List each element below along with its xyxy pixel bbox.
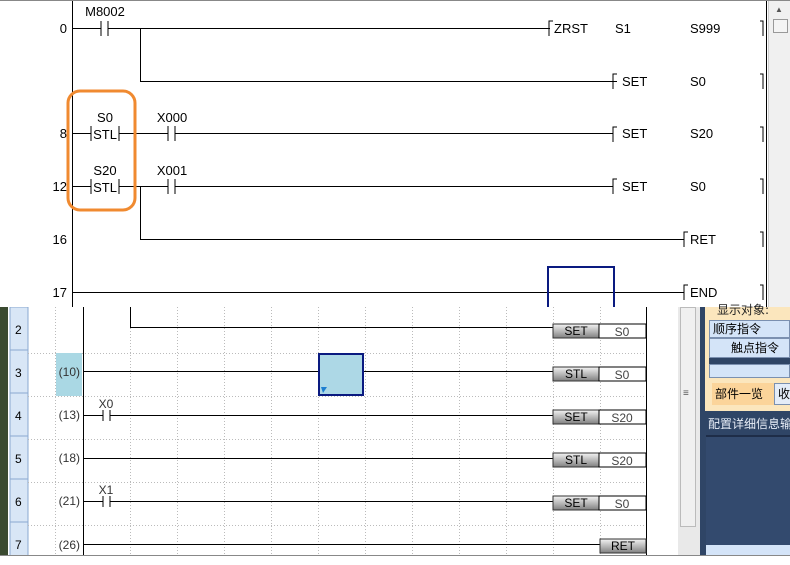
- contact-label: X1: [99, 483, 114, 497]
- instruction[interactable]: SET: [622, 74, 647, 89]
- bottom-ladder-editor[interactable]: 2 3 4 5 6 7 SET S0 STL S0 SET S20 STL S20 SET S0 RET (1…: [0, 303, 790, 565]
- step-number: 0: [60, 21, 67, 36]
- instruction[interactable]: END: [690, 285, 717, 300]
- instruction-block[interactable]: STL S0: [552, 366, 647, 382]
- row-header[interactable]: 5: [9, 435, 29, 480]
- row-header[interactable]: 2: [9, 307, 29, 351]
- cursor-box: [547, 266, 615, 308]
- row-header[interactable]: 4: [9, 392, 29, 437]
- step-number: 12: [53, 179, 67, 194]
- instruction-name: STL: [565, 367, 587, 381]
- row-number: 7: [15, 538, 22, 552]
- instruction[interactable]: RET: [690, 232, 716, 247]
- row-number: 2: [15, 323, 22, 337]
- stl-device: S20: [93, 163, 116, 178]
- background-strip: [0, 307, 8, 564]
- detail-panel-title: 配置详细信息输入: [708, 417, 790, 431]
- tab-parts-list[interactable]: 部件一览: [712, 383, 775, 405]
- tree-item[interactable]: 触点指令: [709, 338, 790, 358]
- scroll-grip-icon[interactable]: ≡: [683, 388, 689, 399]
- stl-contact[interactable]: STL: [93, 127, 117, 142]
- instruction[interactable]: SET: [622, 126, 647, 141]
- instruction-block[interactable]: RET: [599, 538, 647, 554]
- operand: S20: [690, 126, 713, 141]
- tree-item[interactable]: 顺序指令: [709, 320, 790, 338]
- row-header[interactable]: 3: [9, 349, 29, 394]
- operand: S1: [615, 21, 631, 36]
- scrollbar-thumb[interactable]: [773, 19, 788, 33]
- instruction-name: SET: [564, 410, 588, 424]
- instruction-operand: S0: [615, 325, 630, 339]
- instruction-block[interactable]: SET S0: [552, 495, 647, 511]
- instruction-operand: S20: [611, 454, 633, 468]
- operand: S0: [690, 179, 706, 194]
- cursor-marker-icon: [321, 387, 327, 393]
- instruction-name: STL: [565, 453, 587, 467]
- ladder-diagram-bottom[interactable]: 2 3 4 5 6 7 SET S0 STL S0 SET S20 STL S20 SET S0 RET (1…: [0, 307, 700, 564]
- instruction-name: SET: [564, 496, 588, 510]
- instruction-block[interactable]: SET S0: [552, 323, 647, 339]
- step-number: (21): [59, 494, 80, 508]
- panel-header: 显示对象:: [717, 303, 770, 317]
- step-number: (13): [59, 408, 80, 422]
- step-number: (26): [59, 538, 80, 552]
- instruction-block[interactable]: STL S20: [552, 452, 647, 468]
- contact-label: X000: [157, 110, 187, 125]
- step-number: (10): [59, 365, 80, 379]
- tab-favorites[interactable]: 收藏: [774, 383, 790, 405]
- vertical-scrollbar[interactable]: ▲: [768, 1, 790, 308]
- top-ladder-editor[interactable]: 0 8 12 16 17 M8002 S0 STL X000 S20 STL X…: [0, 0, 790, 308]
- cell-cursor: [318, 353, 364, 396]
- step-number: 17: [53, 285, 67, 300]
- instruction-name: RET: [611, 539, 636, 553]
- instruction-block[interactable]: SET S20: [552, 409, 647, 425]
- rung-0-wires: [72, 21, 617, 82]
- contact-label: X0: [99, 397, 114, 411]
- navigation-pane: 显示对象: 顺序指令 触点指令 部件一览 收藏: [705, 303, 790, 411]
- step-number: 8: [60, 126, 67, 141]
- contact-label: M8002: [85, 4, 125, 19]
- vertical-scrollbar[interactable]: ≡: [680, 307, 696, 527]
- stl-contact[interactable]: STL: [93, 180, 117, 195]
- row-header[interactable]: 7: [9, 521, 29, 564]
- operand: S999: [690, 21, 720, 36]
- row-number: 4: [15, 409, 22, 423]
- row-number: 5: [15, 452, 22, 466]
- selected-step-cell: [56, 353, 82, 396]
- instruction[interactable]: SET: [622, 179, 647, 194]
- side-panel: 显示对象: 顺序指令 触点指令 部件一览 收藏 配置详细信息输入: [700, 303, 790, 557]
- step-number: (18): [59, 451, 80, 465]
- contact-label: X001: [157, 163, 187, 178]
- detail-panel-content: [706, 435, 790, 547]
- step-number: 16: [53, 232, 67, 247]
- operand: S0: [690, 74, 706, 89]
- ladder-diagram-top[interactable]: 0 8 12 16 17 M8002 S0 STL X000 S20 STL X…: [0, 1, 790, 308]
- instruction-operand: S0: [615, 368, 630, 382]
- scroll-up-arrow-icon[interactable]: ▲: [775, 5, 783, 14]
- instruction-operand: S20: [611, 411, 633, 425]
- instruction[interactable]: ZRST: [554, 21, 588, 36]
- instruction-operand: S0: [615, 497, 630, 511]
- row-number: 6: [15, 495, 22, 509]
- instruction-name: SET: [564, 324, 588, 338]
- instruction-brackets: [548, 20, 688, 300]
- row-header[interactable]: 6: [9, 478, 29, 523]
- row-number: 3: [15, 366, 22, 380]
- stl-highlight-box: [66, 89, 137, 212]
- stl-device: S0: [97, 110, 113, 125]
